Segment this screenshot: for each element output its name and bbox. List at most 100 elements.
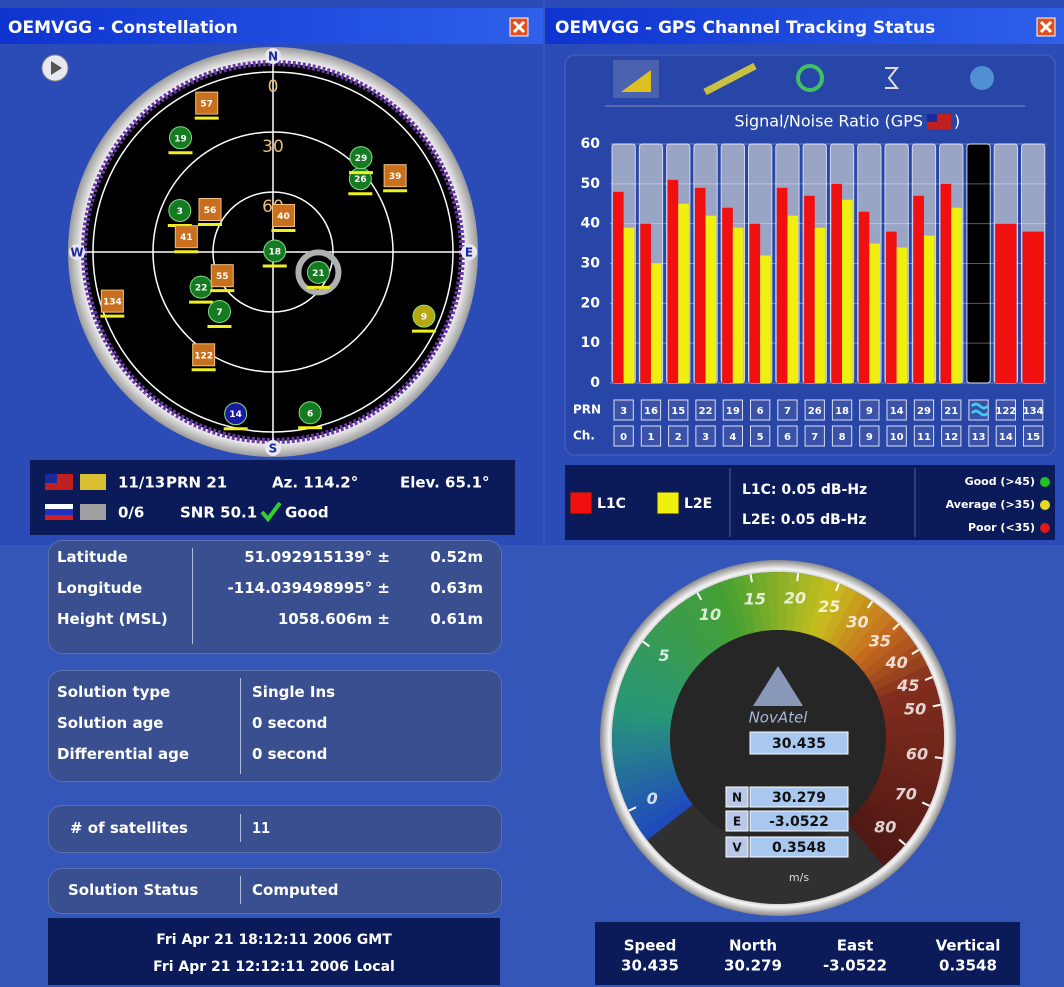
prn-label: 7	[784, 406, 791, 417]
quality-dot	[1040, 477, 1050, 487]
row-header: PRN	[573, 403, 601, 417]
snr-bar	[869, 244, 880, 383]
y-tick-label: 20	[581, 295, 601, 311]
snr-bar	[913, 196, 924, 383]
velocity-window: 05101520253035404550607080 NovAtel 30.43…	[545, 548, 1064, 987]
x-tick-label: 0	[620, 432, 627, 443]
satellite-label: 22	[195, 284, 208, 294]
window-title: OEMVGG - Constellation	[8, 18, 238, 38]
solution-label: Differential age	[57, 745, 189, 763]
snr-bar	[897, 248, 908, 383]
gauge-tick-label: 40	[884, 653, 907, 672]
time-text: Fri Apr 21 18:12:11 2006 GMT	[48, 931, 500, 949]
status-text: PRN 21	[166, 474, 227, 492]
snr-bar	[995, 224, 1016, 383]
x-tick-label: 12	[944, 432, 958, 443]
snr-bar	[668, 180, 679, 383]
gauge-tick	[797, 573, 798, 581]
position-value: 1058.606m ±	[278, 610, 390, 628]
solution-value: 0 second	[252, 745, 327, 763]
prn-label: 15	[671, 406, 685, 417]
satellite-label: 3	[177, 207, 183, 217]
brand: NovAtel	[749, 709, 809, 727]
snr-bar	[886, 232, 897, 383]
gauge-tick-label: 0	[647, 789, 658, 808]
snr-bar	[1023, 232, 1044, 383]
snr-bar	[695, 188, 706, 383]
x-tick-label: 1	[647, 432, 654, 443]
position-value: 51.092915139° ±	[244, 548, 390, 566]
component-letter: V	[732, 841, 742, 855]
summary-label: Vertical	[936, 937, 1001, 955]
resolution-text: L2E: 0.05 dB-Hz	[742, 512, 866, 528]
x-tick-label: 3	[702, 432, 709, 443]
snr-bar	[760, 256, 771, 383]
status-text: Elev. 65.1°	[400, 474, 490, 492]
prn-label: 26	[808, 406, 822, 417]
component-letter: N	[732, 791, 742, 805]
satellite-label: 41	[180, 233, 193, 243]
status-text: Az. 114.2°	[272, 474, 358, 492]
y-tick-label: 50	[581, 176, 601, 192]
quality-dot	[1040, 523, 1050, 533]
status-value: Computed	[252, 881, 338, 899]
snr-bar	[678, 204, 689, 383]
snr-bar	[924, 236, 935, 383]
divider	[240, 876, 241, 904]
summary-label: Speed	[624, 937, 677, 955]
snr-bar	[831, 184, 842, 383]
flag-icon	[45, 515, 73, 520]
summary-value: 0.3548	[939, 957, 997, 975]
window-title: OEMVGG - GPS Channel Tracking Status	[555, 18, 935, 38]
gauge-tick-label: 5	[658, 646, 669, 665]
x-tick-label: 5	[757, 432, 764, 443]
snr-bar	[640, 224, 651, 383]
summary-label: North	[729, 937, 777, 955]
prn-label: 21	[944, 406, 958, 417]
compass-label: E	[465, 246, 473, 260]
x-tick-label: 10	[890, 432, 904, 443]
snr-bar	[722, 208, 733, 383]
constellation-window: OEMVGG - Constellation 03060NESW57192629…	[0, 0, 543, 545]
satellite-label: 6	[307, 409, 313, 419]
x-tick-label: 4	[729, 432, 736, 443]
satellite-label: 14	[229, 410, 242, 420]
quality-label: Poor (<35)	[968, 521, 1035, 534]
prn-label: 6	[757, 406, 764, 417]
gauge-tick-label: 70	[895, 785, 917, 804]
status-text: SNR 50.1	[180, 504, 257, 522]
prn-label: 16	[644, 406, 658, 417]
snr-bar	[777, 188, 788, 383]
snr-bar	[815, 228, 826, 383]
prn-label: 134	[1023, 406, 1044, 417]
quality-label: Average (>35)	[946, 498, 1035, 511]
x-tick-label: 6	[784, 432, 791, 443]
satellite-label: 56	[204, 206, 217, 216]
component-value: -3.0522	[769, 814, 829, 830]
snr-chart: 0102030405060PRNCh.301611522231946576267…	[573, 136, 1047, 446]
chart-title: )	[954, 112, 960, 131]
y-tick-label: 0	[590, 375, 600, 391]
satellite-label: 122	[194, 351, 213, 361]
gauge-tick-label: 60	[906, 745, 928, 764]
y-tick-label: 10	[581, 335, 601, 351]
status-text: 0/6	[118, 504, 144, 522]
solution-label: Solution type	[57, 683, 170, 701]
x-tick-label: 2	[675, 432, 682, 443]
position-label: Height (MSL)	[57, 610, 168, 628]
compass-label: N	[268, 50, 278, 64]
gauge-tick-label: 30	[846, 612, 868, 631]
time-text: Fri Apr 21 12:12:11 2006 Local	[48, 958, 500, 976]
satellite-label: 40	[277, 212, 290, 222]
prn-label: 19	[726, 406, 740, 417]
legend-swatch	[570, 492, 592, 514]
toolbar-button[interactable]	[613, 60, 659, 98]
status-label: Solution Status	[68, 881, 198, 899]
snr-bar	[651, 264, 662, 384]
satellite-label: 55	[216, 272, 229, 282]
solution-value: Single Ins	[252, 683, 335, 701]
toolbar-icon[interactable]	[970, 66, 994, 90]
satellite-label: 26	[354, 175, 367, 185]
position-label: Latitude	[57, 548, 128, 566]
gauge-tick-label: 15	[744, 589, 766, 608]
